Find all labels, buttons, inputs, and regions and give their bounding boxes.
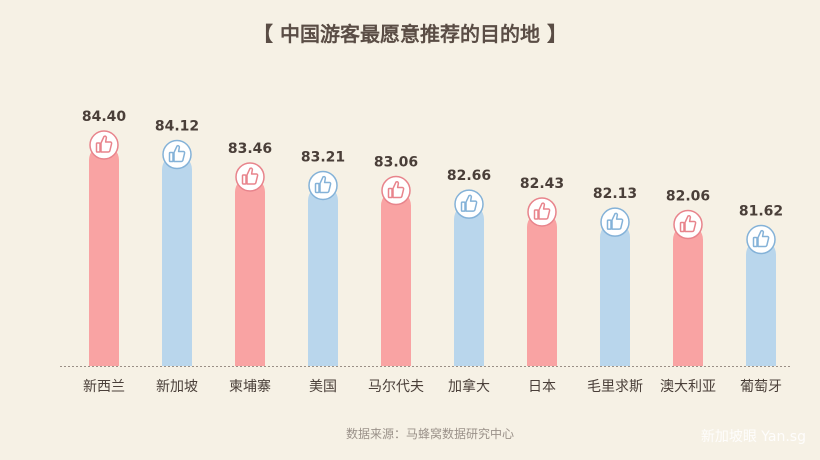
category-label: 葡萄牙 bbox=[740, 379, 782, 395]
category-label: 新加坡 bbox=[156, 379, 198, 395]
chart-title: 【 中国游客最愿意推荐的目的地 】 bbox=[253, 22, 567, 46]
category-label: 新西兰 bbox=[83, 379, 125, 395]
thumbs-up-icon bbox=[746, 224, 776, 255]
category-label: 美国 bbox=[309, 379, 337, 395]
thumbs-up-icon bbox=[235, 162, 265, 192]
watermark: 新加坡眼 Yan.sg bbox=[700, 429, 806, 445]
data-label: 83.06 bbox=[374, 155, 418, 171]
data-label: 82.06 bbox=[666, 189, 710, 205]
bar-base bbox=[454, 351, 484, 366]
thumbs-up-icon bbox=[89, 130, 119, 160]
bar bbox=[89, 145, 119, 366]
category-label: 马尔代夫 bbox=[368, 379, 424, 395]
thumbs-up-icon bbox=[600, 207, 630, 237]
thumbs-up-icon bbox=[308, 170, 338, 201]
data-source-note: 数据来源：马蜂窝数据研究中心 bbox=[345, 427, 514, 441]
bar bbox=[600, 222, 630, 366]
bar bbox=[235, 176, 265, 366]
bar bbox=[162, 154, 192, 366]
bar-base bbox=[162, 351, 192, 366]
bar-base bbox=[600, 351, 630, 366]
bar-base bbox=[746, 351, 776, 366]
bar-base bbox=[381, 351, 411, 366]
bar-base bbox=[308, 351, 338, 366]
category-label: 加拿大 bbox=[448, 378, 490, 395]
data-label: 82.66 bbox=[447, 168, 491, 184]
bar bbox=[308, 185, 338, 366]
data-label: 82.13 bbox=[593, 186, 637, 202]
bar-base bbox=[527, 351, 557, 366]
data-label: 81.62 bbox=[739, 204, 783, 220]
category-label: 澳大利亚 bbox=[660, 379, 716, 395]
bar-base bbox=[235, 351, 265, 366]
bar bbox=[746, 239, 776, 366]
bar-base bbox=[89, 351, 119, 366]
data-label: 84.40 bbox=[82, 109, 127, 125]
thumbs-up-icon bbox=[454, 189, 484, 219]
data-label: 83.21 bbox=[301, 149, 345, 165]
bar bbox=[381, 190, 411, 366]
data-label: 82.43 bbox=[520, 176, 564, 192]
data-label: 84.12 bbox=[155, 119, 199, 135]
thumbs-up-icon bbox=[162, 139, 192, 170]
bar bbox=[454, 204, 484, 366]
bar bbox=[673, 224, 703, 366]
bar-base bbox=[673, 351, 703, 366]
category-label: 毛里求斯 bbox=[587, 379, 643, 395]
thumbs-up-icon bbox=[381, 175, 411, 206]
data-label: 83.46 bbox=[228, 141, 272, 157]
thumbs-up-icon bbox=[673, 209, 703, 240]
category-label: 日本 bbox=[528, 379, 556, 395]
bar bbox=[527, 211, 557, 366]
thumbs-up-icon bbox=[527, 197, 557, 227]
category-label: 柬埔寨 bbox=[229, 378, 271, 395]
